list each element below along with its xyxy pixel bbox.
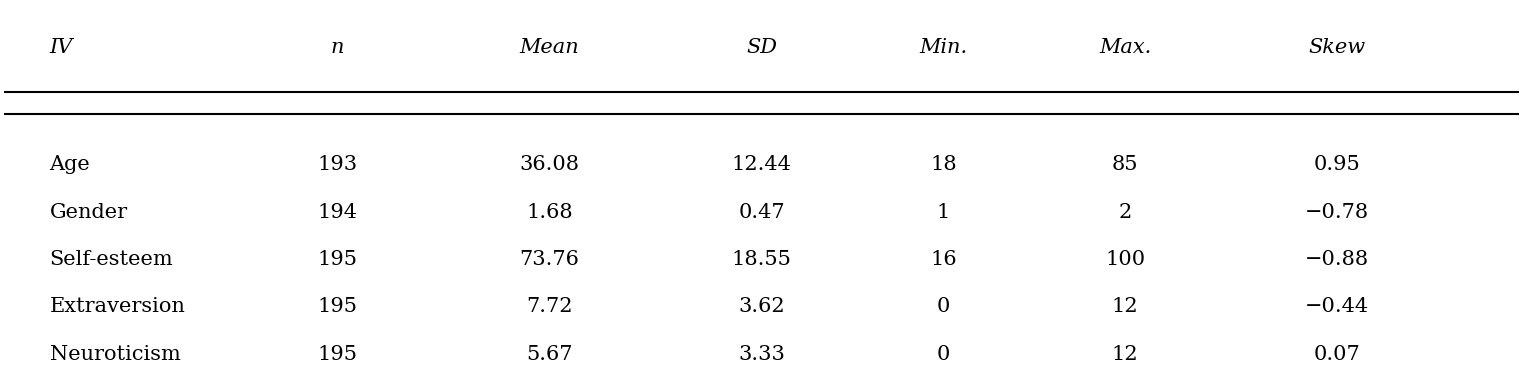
Text: 193: 193 bbox=[317, 155, 358, 174]
Text: 3.62: 3.62 bbox=[739, 297, 784, 316]
Text: 12.44: 12.44 bbox=[731, 155, 792, 174]
Text: −0.88: −0.88 bbox=[1305, 250, 1369, 269]
Text: Age: Age bbox=[50, 155, 90, 174]
Text: Mean: Mean bbox=[519, 38, 579, 57]
Text: 12: 12 bbox=[1112, 297, 1138, 316]
Text: SD: SD bbox=[746, 38, 777, 57]
Text: −0.44: −0.44 bbox=[1305, 297, 1369, 316]
Text: 1: 1 bbox=[937, 203, 950, 222]
Text: 195: 195 bbox=[317, 297, 358, 316]
Text: Extraversion: Extraversion bbox=[50, 297, 186, 316]
Text: Self-esteem: Self-esteem bbox=[50, 250, 174, 269]
Text: Neuroticism: Neuroticism bbox=[50, 345, 181, 364]
Text: Min.: Min. bbox=[920, 38, 967, 57]
Text: 5.67: 5.67 bbox=[527, 345, 573, 364]
Text: 36.08: 36.08 bbox=[519, 155, 579, 174]
Text: 0.47: 0.47 bbox=[739, 203, 784, 222]
Text: n: n bbox=[330, 38, 344, 57]
Text: 0: 0 bbox=[937, 345, 950, 364]
Text: Skew: Skew bbox=[1308, 38, 1366, 57]
Text: 195: 195 bbox=[317, 345, 358, 364]
Text: 18.55: 18.55 bbox=[731, 250, 792, 269]
Text: −0.78: −0.78 bbox=[1305, 203, 1369, 222]
Text: 1.68: 1.68 bbox=[525, 203, 573, 222]
Text: 16: 16 bbox=[931, 250, 956, 269]
Text: 12: 12 bbox=[1112, 345, 1138, 364]
Text: 7.72: 7.72 bbox=[527, 297, 573, 316]
Text: 2: 2 bbox=[1118, 203, 1132, 222]
Text: 0.95: 0.95 bbox=[1314, 155, 1360, 174]
Text: 0.07: 0.07 bbox=[1314, 345, 1360, 364]
Text: 194: 194 bbox=[317, 203, 358, 222]
Text: 73.76: 73.76 bbox=[519, 250, 579, 269]
Text: Max.: Max. bbox=[1100, 38, 1151, 57]
Text: IV: IV bbox=[50, 38, 73, 57]
Text: 195: 195 bbox=[317, 250, 358, 269]
Text: 18: 18 bbox=[931, 155, 956, 174]
Text: 0: 0 bbox=[937, 297, 950, 316]
Text: Gender: Gender bbox=[50, 203, 128, 222]
Text: 85: 85 bbox=[1112, 155, 1138, 174]
Text: 3.33: 3.33 bbox=[739, 345, 784, 364]
Text: 100: 100 bbox=[1106, 250, 1145, 269]
